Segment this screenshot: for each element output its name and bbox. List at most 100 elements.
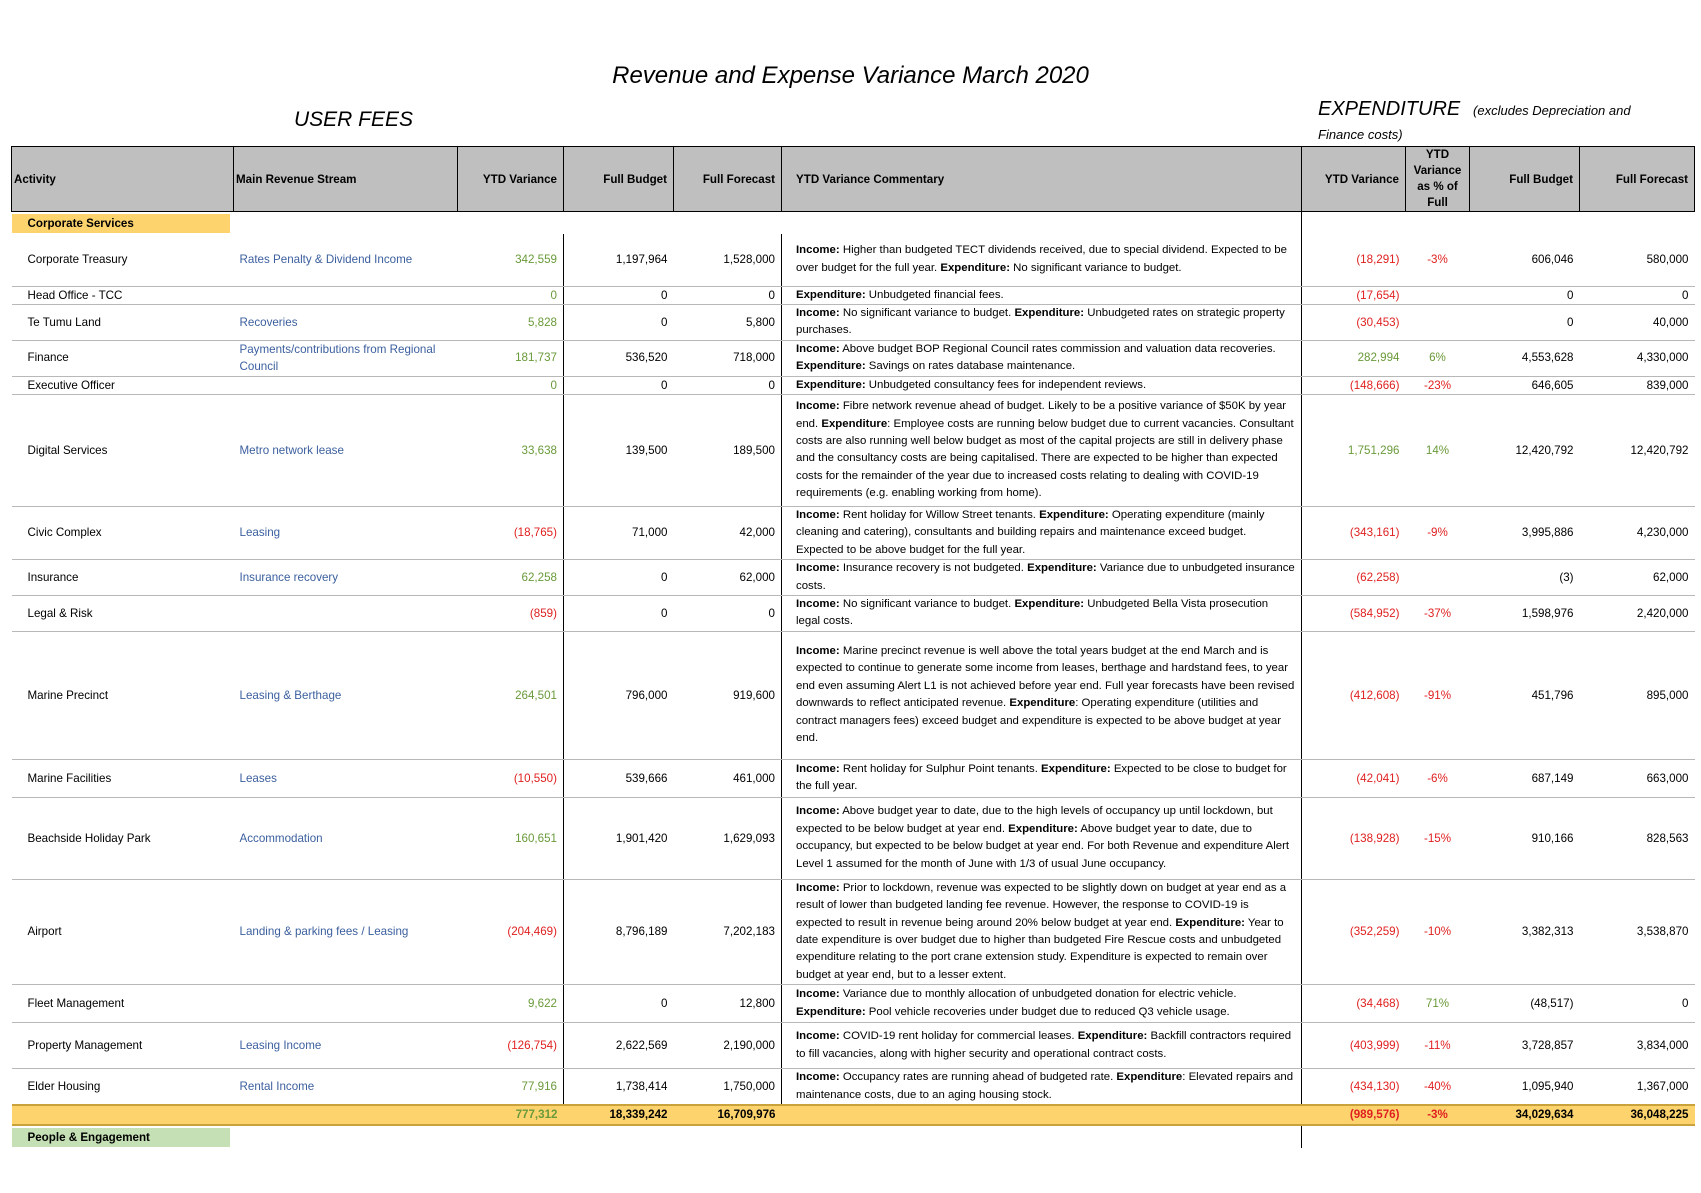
exp-full-forecast-cell: 4,330,000	[1579, 340, 1695, 377]
activity-cell: Executive Officer	[11, 376, 234, 395]
ytd-variance-cell: (859)	[457, 595, 564, 632]
exp-ytd-variance-cell: (62,258)	[1301, 559, 1406, 596]
commentary-text-1: Above budget year to date, due to the hi…	[796, 805, 1273, 835]
ytd-variance-cell: 33,638	[457, 394, 564, 507]
table-row: Property Management Leasing Income (126,75…	[11, 1022, 1695, 1070]
activity-cell: Elder Housing	[11, 1068, 234, 1106]
user-fees-heading: USER FEES	[294, 108, 414, 131]
exp-ytd-variance-cell: (17,654)	[1301, 286, 1406, 305]
exp-full-budget-cell: 910,166	[1469, 797, 1580, 880]
commentary-label-2: Expenditure:	[1008, 822, 1078, 835]
commentary-label-1: Income:	[796, 881, 840, 894]
exp-pct-cell: 71%	[1405, 984, 1470, 1024]
exp-ytd-variance-cell: (343,161)	[1301, 506, 1406, 561]
section-cell: Corporate Services	[11, 212, 1302, 235]
full-forecast-cell: 7,202,183	[673, 879, 782, 986]
total-full-forecast: 16,709,976	[673, 1104, 782, 1127]
total-row: 777,312 18,339,242 16,709,976 (989,576) -3% 3…	[11, 1104, 1695, 1127]
expenditure-note-b: Finance costs)	[1318, 127, 1403, 142]
table-row: Elder Housing Rental Income 77,916 1,738,41…	[11, 1068, 1695, 1106]
exp-full-forecast-cell: 40,000	[1579, 304, 1695, 341]
activity-cell: Te Tumu Land	[11, 304, 234, 341]
commentary-cell: Income: Prior to lockdown, revenue was e…	[781, 879, 1302, 986]
exp-full-forecast-cell: 12,420,792	[1579, 394, 1695, 507]
exp-full-budget-cell: 0	[1469, 304, 1580, 341]
ytd-variance-cell: 77,916	[457, 1068, 564, 1106]
full-forecast-cell: 2,190,000	[673, 1022, 782, 1070]
revenue-stream-cell	[233, 286, 458, 305]
table-row: Head Office - TCC 0 0 0 Expenditure: Unbudge…	[11, 286, 1695, 305]
exp-full-budget-cell: 0	[1469, 286, 1580, 305]
full-forecast-cell: 0	[673, 595, 782, 632]
table-row: Insurance Insurance recovery 62,258 0 62,000…	[11, 559, 1695, 596]
commentary-text-2: Unbudgeted Bella Vista prosecution legal…	[796, 597, 1269, 628]
ytd-variance-cell: 0	[457, 376, 564, 395]
exp-full-budget-cell: 606,046	[1469, 234, 1580, 287]
activity-cell: Property Management	[11, 1022, 234, 1070]
activity-cell: Insurance	[11, 559, 234, 596]
commentary-label-2: Expenditure	[1116, 1071, 1183, 1084]
col-ytd-variance: YTD Variance	[457, 146, 564, 212]
expenditure-heading: EXPENDITURE (excludes Depreciation and Fi…	[1318, 98, 1698, 146]
commentary-text-1: Marine precinct revenue is well above th…	[796, 645, 1295, 710]
ytd-variance-cell: (18,765)	[457, 506, 564, 561]
full-budget-cell: 71,000	[563, 506, 674, 561]
commentary-text-2: Variance due to unbudgeted insurance cos…	[796, 562, 1295, 592]
revenue-stream-cell: Insurance recovery	[233, 559, 458, 596]
revenue-stream-cell	[233, 376, 458, 395]
exp-ytd-variance-cell: (30,453)	[1301, 304, 1406, 341]
activity-cell: Marine Facilities	[11, 759, 234, 798]
revenue-stream-cell: Metro network lease	[233, 394, 458, 507]
exp-full-forecast-cell: 895,000	[1579, 631, 1695, 760]
table-row: Marine Facilities Leases (10,550) 539,666 46…	[11, 759, 1695, 798]
activity-cell: Legal & Risk	[11, 595, 234, 632]
exp-ytd-variance-cell: (584,952)	[1301, 595, 1406, 632]
exp-ytd-variance-cell: (403,999)	[1301, 1022, 1406, 1070]
section-cell-right	[1301, 1125, 1695, 1149]
commentary-text-1: Prior to lockdown, revenue was expected …	[796, 881, 1287, 929]
exp-full-forecast-cell: 0	[1579, 286, 1695, 305]
commentary-text-2: Expected to be close to budget for the f…	[796, 762, 1287, 793]
ytd-variance-cell: (10,550)	[457, 759, 564, 798]
exp-pct-cell: -23%	[1405, 376, 1470, 395]
total-exp-pct: -3%	[1405, 1104, 1470, 1127]
exp-full-budget-cell: 3,728,857	[1469, 1022, 1580, 1070]
revenue-stream-cell: Leasing Income	[233, 1022, 458, 1070]
table-row: Te Tumu Land Recoveries 5,828 0 5,800 Income:…	[11, 304, 1695, 341]
full-forecast-cell: 1,528,000	[673, 234, 782, 287]
commentary-cell: Income: Insurance recovery is not budget…	[781, 559, 1302, 596]
exp-ytd-variance-cell: (148,666)	[1301, 376, 1406, 395]
exp-full-budget-cell: 1,598,976	[1469, 595, 1580, 632]
total-ytd-variance: 777,312	[457, 1104, 564, 1127]
full-budget-cell: 0	[563, 376, 674, 395]
section-row-corporate: Corporate Services	[11, 211, 1695, 235]
exp-full-forecast-cell: 2,420,000	[1579, 595, 1695, 632]
ytd-variance-cell: 62,258	[457, 559, 564, 596]
activity-cell: Beachside Holiday Park	[11, 797, 234, 880]
col-main-revenue-stream: Main Revenue Stream	[233, 146, 458, 212]
commentary-text-1: COVID-19 rent holiday for commercial lea…	[839, 1030, 1078, 1043]
commentary-label-1: Income:	[796, 562, 840, 575]
section-label-corporate-services: Corporate Services	[11, 213, 230, 233]
commentary-label-2: Expenditure:	[1039, 508, 1109, 521]
activity-cell: Fleet Management	[11, 984, 234, 1024]
commentary-text-1: Rent holiday for Willow Street tenants.	[839, 508, 1040, 521]
commentary-text-2: Pool vehicle recoveries under budget due…	[865, 1005, 1230, 1018]
exp-full-budget-cell: 1,095,940	[1469, 1068, 1580, 1106]
exp-full-forecast-cell: 3,834,000	[1579, 1022, 1695, 1070]
full-forecast-cell: 1,629,093	[673, 797, 782, 880]
activity-cell: Airport	[11, 879, 234, 986]
full-budget-cell: 0	[563, 286, 674, 305]
activity-cell: Civic Complex	[11, 506, 234, 561]
commentary-cell: Income: Variance due to monthly allocati…	[781, 984, 1302, 1024]
commentary-label-1: Income:	[796, 762, 840, 775]
exp-pct-cell: -3%	[1405, 234, 1470, 287]
ytd-variance-cell: 342,559	[457, 234, 564, 287]
revenue-stream-cell: Leasing	[233, 506, 458, 561]
exp-full-budget-cell: (48,517)	[1469, 984, 1580, 1024]
commentary-text-1: Above budget BOP Regional Council rates …	[839, 342, 1276, 355]
commentary-label-2: Expenditure	[1009, 697, 1076, 710]
section-cell-right	[1301, 211, 1695, 234]
full-budget-cell: 8,796,189	[563, 879, 674, 986]
ytd-variance-cell: (126,754)	[457, 1022, 564, 1070]
